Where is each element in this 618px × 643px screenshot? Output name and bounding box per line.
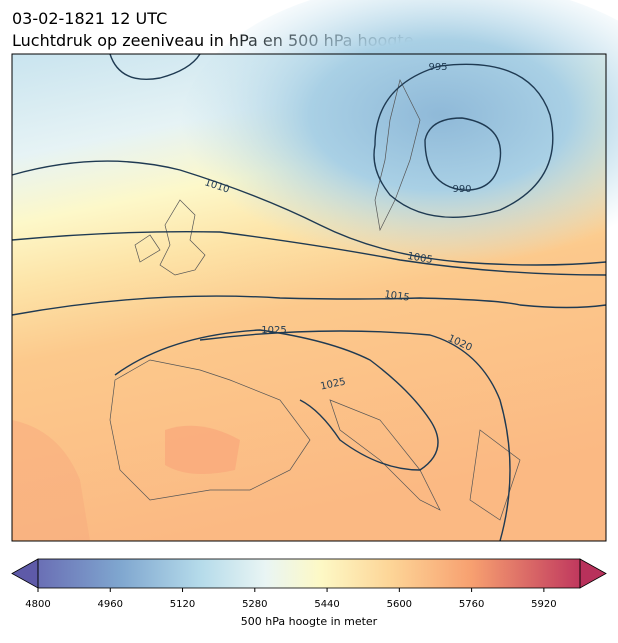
isobar-label: 995: [428, 62, 447, 73]
isobar: [199, 330, 511, 542]
colorbar-frame: [37, 558, 581, 589]
map: 995 990 1010 1005 1015 1025 1020 1025: [11, 0, 618, 542]
warm-area: [12, 420, 90, 541]
isobar-label: 990: [452, 184, 471, 195]
isobar: [373, 63, 554, 218]
colorbar-extend-low: [11, 558, 39, 589]
colorbar: 500 hPa hoogte in meter 4800 4960 5120 5280…: [11, 558, 607, 628]
isobar-label: 1025: [261, 325, 286, 336]
isobar: [424, 117, 502, 191]
colorbar-extend-high: [579, 558, 607, 589]
colorbar-tick-label: 4800: [25, 599, 50, 610]
colorbar-tick-label: 5920: [531, 599, 556, 610]
isobar: [11, 295, 607, 316]
colorbar-scale: [38, 559, 580, 588]
isobar-label: 1025: [320, 376, 347, 392]
colorbar-tick-label: 5600: [387, 599, 412, 610]
coastline: [109, 78, 521, 521]
isobar: [114, 329, 439, 471]
colorbar-tick-label: 5760: [459, 599, 484, 610]
map-frame: [11, 53, 607, 542]
isobar-label: 1005: [406, 251, 433, 266]
colorbar-tick-label: 4960: [98, 599, 123, 610]
colorbar-tick-label: 5120: [170, 599, 195, 610]
colorbar-label: 500 hPa hoogte in meter: [241, 615, 378, 628]
isobar: [109, 53, 201, 80]
colorbar-tick-label: 5440: [314, 599, 339, 610]
warm-area: [165, 425, 240, 474]
colorbar-tick-label: 5280: [242, 599, 267, 610]
title: 03-02-1821 12 UTC: [12, 9, 167, 28]
isobar-label: 1015: [384, 289, 411, 303]
isobar: [11, 160, 607, 266]
isobar: [11, 230, 607, 276]
